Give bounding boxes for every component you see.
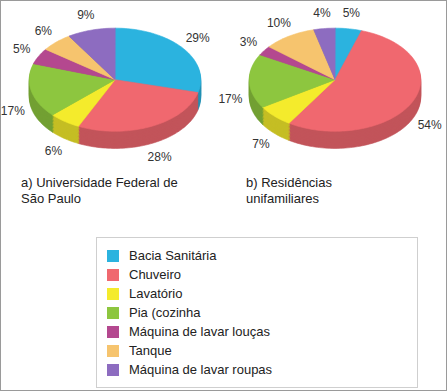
svg-text:17%: 17% (1, 104, 25, 118)
svg-text:3%: 3% (240, 35, 258, 49)
svg-text:5%: 5% (13, 42, 31, 56)
html-text:b) Residências unifamiliares: b) Residências unifamiliares (246, 175, 332, 206)
html-text:a) Universidade Federal de São: a) Universidade Federal de São Paulo (21, 175, 178, 206)
svg-text:7%: 7% (252, 137, 270, 151)
svg-text:6%: 6% (35, 24, 53, 38)
html-text:Máquina de lavar louças: Máquina de lavar louças (129, 324, 270, 339)
svg-text:17%: 17% (218, 92, 242, 106)
svg-text:54%: 54% (418, 118, 442, 132)
svg-text:4%: 4% (313, 6, 331, 20)
html-text:Tanque: Tanque (129, 343, 172, 358)
svg-text:29%: 29% (186, 31, 210, 45)
svg-text:10%: 10% (267, 16, 291, 30)
svg-text:9%: 9% (77, 8, 95, 22)
html-text:Chuveiro: Chuveiro (129, 267, 181, 282)
svg-text:5%: 5% (343, 6, 361, 20)
svg-text:6%: 6% (45, 144, 63, 158)
svg-text:28%: 28% (148, 150, 172, 164)
html-text:Máquina de lavar roupas: Máquina de lavar roupas (129, 362, 273, 377)
html-text:Bacia Sanitária: Bacia Sanitária (129, 248, 217, 263)
html-text:Pia (cozinha: Pia (cozinha (129, 305, 201, 320)
html-text:Lavatório: Lavatório (129, 286, 183, 301)
